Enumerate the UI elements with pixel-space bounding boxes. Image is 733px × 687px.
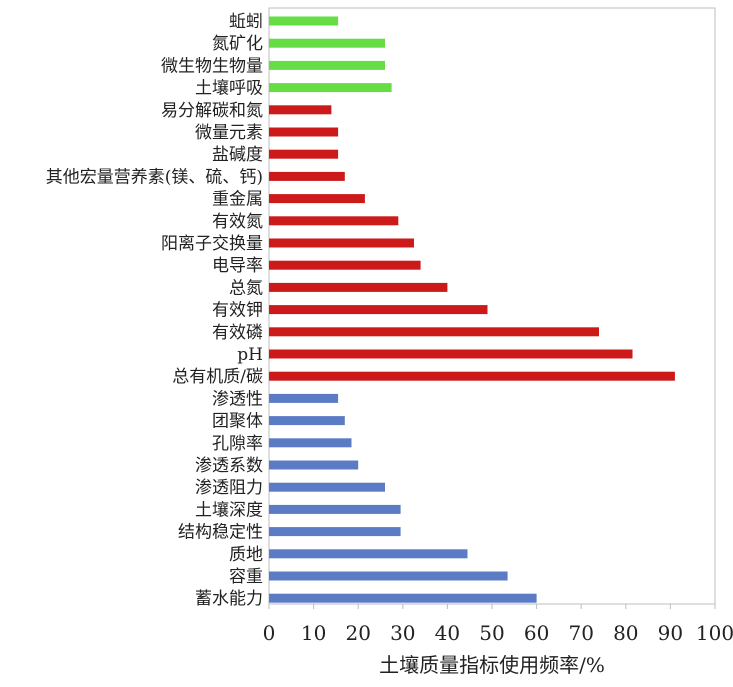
- category-labels-group: 蚯蚓氮矿化微生物生物量土壤呼吸易分解碳和氮微量元素盐碱度其他宏量营养素(镁、硫、…: [46, 12, 263, 609]
- category-label: 其他宏量营养素(镁、硫、钙): [46, 167, 263, 187]
- category-label: pH: [237, 345, 263, 365]
- bar: [269, 282, 448, 292]
- bar: [269, 549, 468, 559]
- bar: [269, 393, 339, 403]
- bar: [269, 149, 339, 159]
- bar: [269, 349, 633, 359]
- bar: [269, 216, 399, 226]
- category-label: 盐碱度: [212, 145, 263, 165]
- bar: [269, 194, 365, 204]
- bar: [269, 127, 339, 137]
- bar: [269, 171, 345, 181]
- category-label: 渗透系数: [195, 456, 263, 476]
- category-label: 渗透性: [212, 389, 263, 409]
- bar: [269, 371, 675, 381]
- category-label: 土壤深度: [195, 499, 263, 520]
- bar: [269, 327, 599, 337]
- bar: [269, 593, 537, 603]
- bar: [269, 527, 401, 537]
- category-label: 蚯蚓: [229, 12, 263, 32]
- x-tick-label: 20: [345, 621, 370, 645]
- category-label: 有效磷: [212, 323, 263, 343]
- bars-group: [269, 16, 675, 603]
- bar: [269, 83, 392, 93]
- bar: [269, 238, 414, 248]
- category-label: 微生物生物量: [161, 56, 263, 76]
- category-label: 团聚体: [212, 412, 263, 432]
- bar: [269, 16, 339, 26]
- category-label: 结构稳定性: [178, 523, 263, 543]
- bar: [269, 60, 385, 70]
- category-label: 土壤呼吸: [195, 78, 263, 99]
- x-tick-label: 60: [524, 621, 549, 645]
- category-label: 渗透阻力: [195, 478, 263, 498]
- category-label: 重金属: [212, 190, 263, 210]
- bar: [269, 38, 385, 48]
- x-tick-label: 10: [301, 621, 326, 645]
- bar: [269, 260, 421, 270]
- category-label: 总有机质/碳: [172, 367, 263, 387]
- category-label: 蓄水能力: [195, 589, 263, 609]
- bar: [269, 460, 359, 470]
- category-label: 容重: [229, 567, 263, 587]
- x-axis-label: 土壤质量指标使用频率/%: [379, 653, 605, 677]
- category-label: 总氮: [229, 278, 263, 298]
- bar: [269, 482, 385, 492]
- bar: [269, 438, 352, 448]
- category-label: 阳离子交换量: [161, 234, 263, 254]
- category-label: 有效钾: [212, 301, 263, 321]
- category-label: 微量元素: [195, 123, 263, 143]
- category-label: 有效氮: [212, 212, 263, 232]
- bar: [269, 305, 488, 315]
- bar: [269, 105, 332, 115]
- category-label: 质地: [229, 545, 263, 565]
- x-ticks-group: 0 10 20 30 40 50 60 70 80 90 100: [263, 604, 733, 645]
- bar: [269, 504, 401, 514]
- x-tick-label: 50: [479, 621, 504, 645]
- bar: [269, 571, 508, 581]
- category-label: 氮矿化: [212, 34, 263, 54]
- x-tick-label: 80: [613, 621, 638, 645]
- category-label: 电导率: [212, 256, 263, 276]
- x-tick-label: 100: [696, 621, 733, 645]
- x-tick-label: 30: [390, 621, 415, 645]
- x-tick-label: 90: [658, 621, 683, 645]
- bar: [269, 416, 345, 426]
- category-label: 易分解碳和氮: [161, 101, 263, 121]
- category-label: 孔隙率: [212, 434, 263, 454]
- x-tick-label: 70: [568, 621, 593, 645]
- x-tick-label: 40: [435, 621, 460, 645]
- x-tick-label: 0: [263, 621, 276, 645]
